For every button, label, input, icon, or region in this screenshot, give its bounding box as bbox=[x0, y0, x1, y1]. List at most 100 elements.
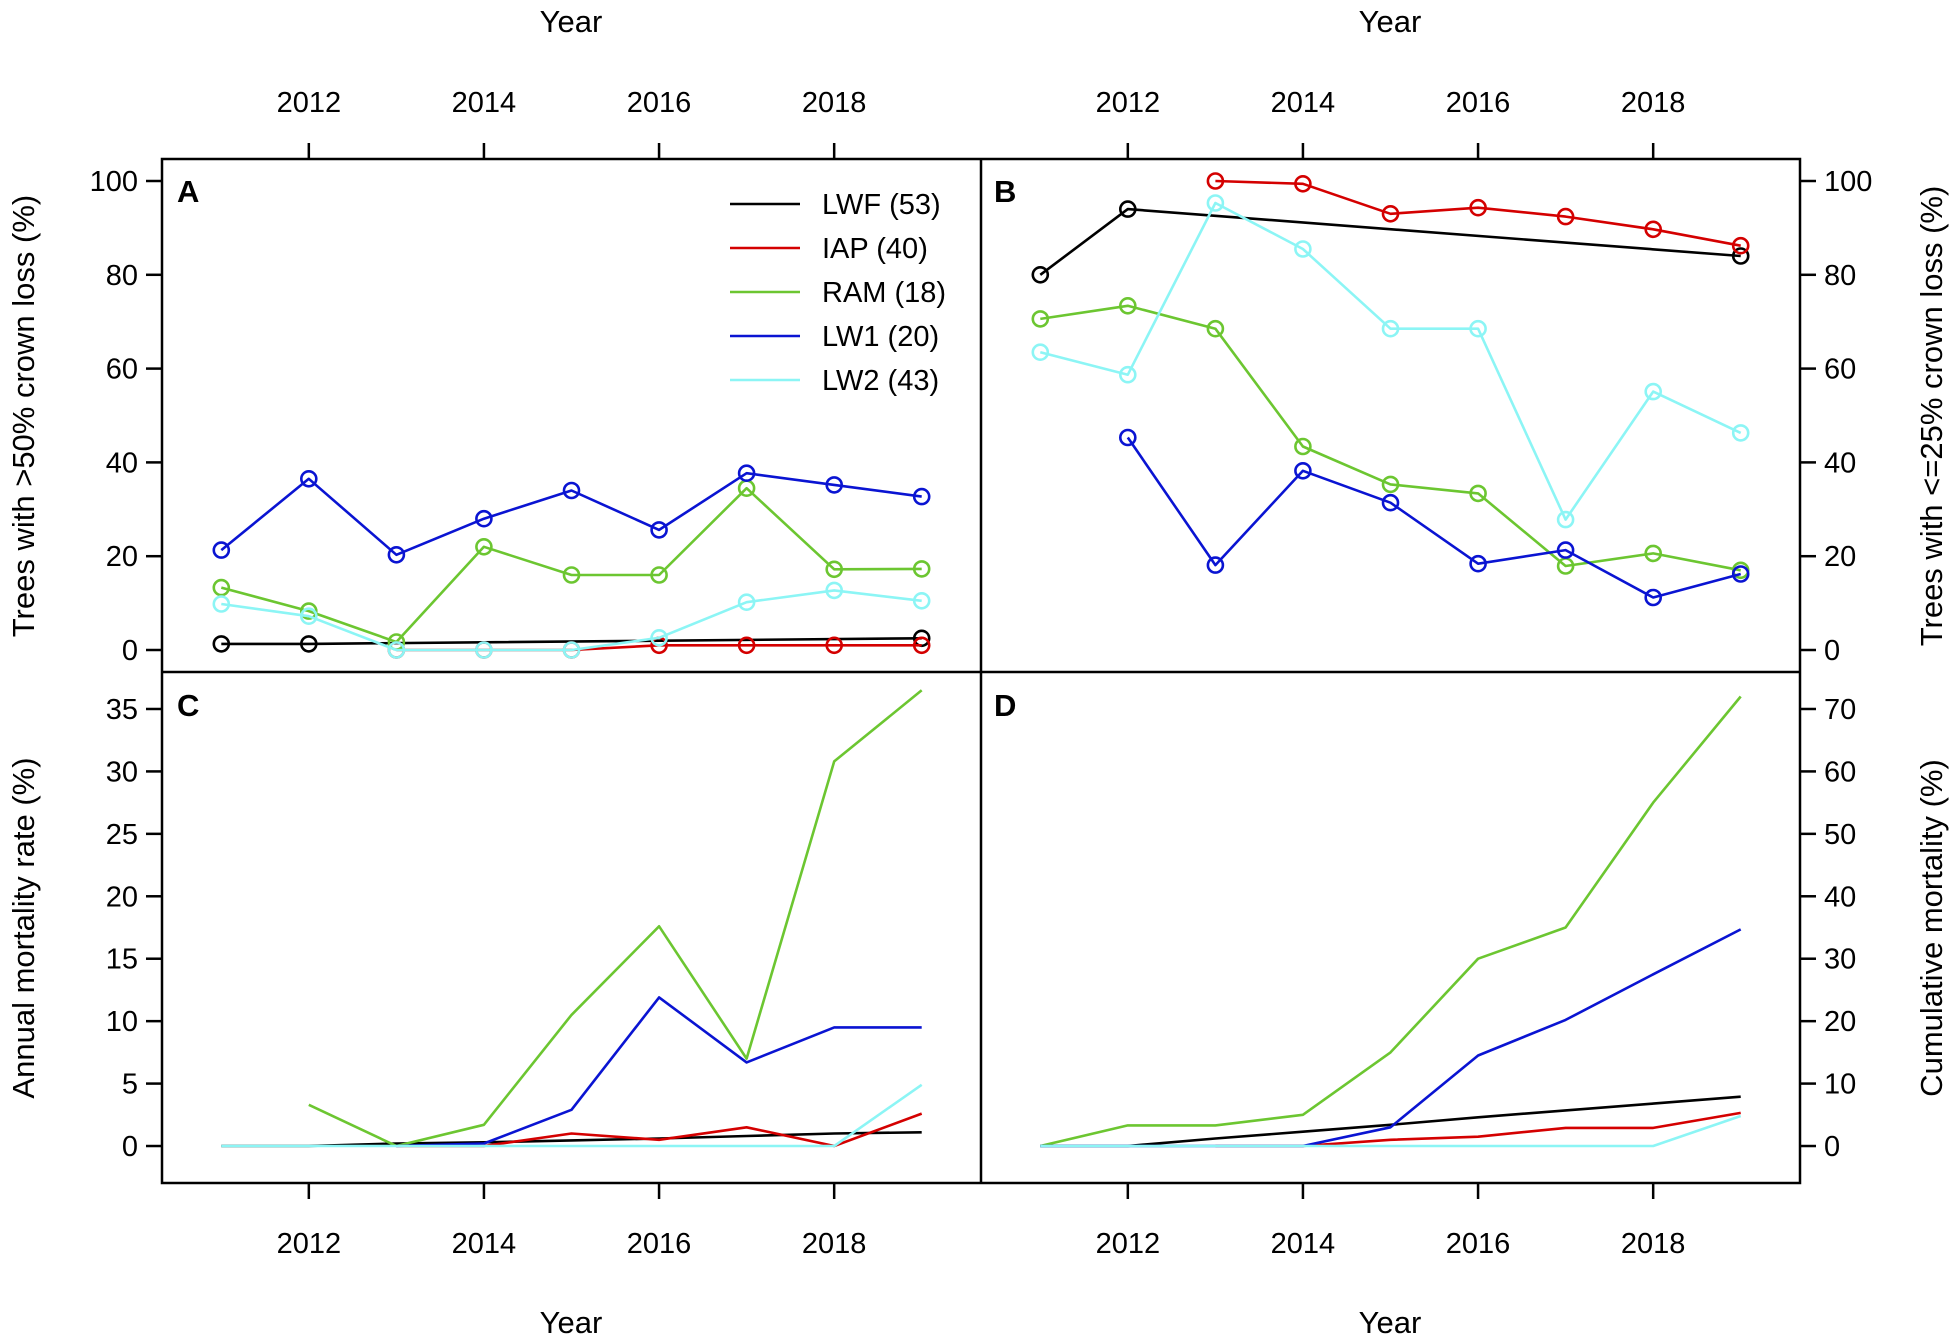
panel-d-y-tick-label: 70 bbox=[1824, 694, 1856, 726]
panel-b-series-lwf-line bbox=[1039, 207, 1741, 276]
panel-a-x-tick-label: 2012 bbox=[277, 87, 342, 119]
panel-a-series-lw1-point bbox=[737, 464, 756, 483]
panel-d-y-title: Cumulative mortality (%) bbox=[1914, 759, 1949, 1097]
panel-a-series-lw2-point bbox=[912, 591, 931, 610]
panel-b-series-ram-point bbox=[1469, 484, 1487, 503]
panel-d-y-tick-label: 40 bbox=[1824, 881, 1856, 913]
panel-d-x-tick-label: 2012 bbox=[1096, 1228, 1161, 1260]
panel-b-series-iap-point bbox=[1731, 236, 1750, 255]
legend-label-lw1: LW1 (20) bbox=[822, 321, 939, 353]
panel-a-series-ram-point bbox=[212, 578, 231, 597]
panel-b-series-lw2-point bbox=[1119, 365, 1137, 384]
panel-a-series-lw2-point bbox=[299, 607, 318, 626]
series-layer bbox=[212, 172, 1750, 1148]
panel-b-series-lwf-point bbox=[1731, 247, 1750, 265]
panel-b-series-iap-point bbox=[1381, 205, 1400, 223]
panel-c-y-title: Annual mortality rate (%) bbox=[6, 757, 41, 1098]
panel-b-series-lw2-point bbox=[1381, 319, 1400, 338]
panel-c-y-tick-label: 25 bbox=[106, 819, 138, 851]
panel-letter-c: C bbox=[177, 688, 199, 723]
panel-c-x-tick-label: 2018 bbox=[802, 1228, 867, 1260]
panel-d-series-lw1-line bbox=[1040, 928, 1742, 1148]
panel-a-y-tick-label: 60 bbox=[106, 354, 138, 386]
panel-c-series-ram-line bbox=[308, 689, 923, 1148]
panel-b-series-lw1-line bbox=[1126, 436, 1742, 599]
panel-b-series-lw1-point bbox=[1294, 461, 1312, 480]
panel-a-x-tick-label: 2018 bbox=[802, 87, 867, 119]
panel-b-y-tick-label: 20 bbox=[1824, 541, 1856, 573]
panel-b-y-tick-label: 0 bbox=[1824, 635, 1840, 667]
panel-b-series-lw1-point bbox=[1206, 556, 1225, 574]
panel-c-series-lw1-line bbox=[396, 996, 922, 1148]
panel-a-series-iap-point bbox=[737, 636, 756, 655]
panel-a-series-lw2-point bbox=[387, 641, 406, 659]
panel-b-series-ram-point bbox=[1294, 437, 1312, 456]
panel-c-y-tick-label: 30 bbox=[106, 756, 138, 788]
panel-d-series-lwf-line bbox=[1040, 1095, 1741, 1148]
panel-b-series-lw1-point bbox=[1644, 588, 1662, 607]
panel-a-series-ram-point bbox=[650, 566, 668, 584]
panel-a-series-lwf-line bbox=[221, 637, 922, 646]
panel-a-series-lwf-point bbox=[299, 635, 318, 653]
panel-a-series-iap-point bbox=[912, 636, 931, 655]
text-layer: Year Year Year Year A B C D Trees with >… bbox=[6, 4, 1949, 1340]
panel-letter-a: A bbox=[177, 174, 199, 209]
legend: LWF (53) IAP (40) RAM (18) LW1 (20) LW2 … bbox=[730, 189, 946, 397]
panel-b-series-lw1-point bbox=[1381, 493, 1400, 512]
panel-b-series-lw1-point bbox=[1469, 554, 1487, 573]
panel-b-series-lw2-point bbox=[1556, 510, 1575, 529]
panel-b-x-tick-label: 2014 bbox=[1271, 87, 1336, 119]
panel-b-series-ram-line bbox=[1040, 304, 1741, 572]
panel-d-y-tick-label: 50 bbox=[1824, 819, 1856, 851]
panel-b-series-lw2-point bbox=[1031, 343, 1050, 362]
panel-b-y-tick-label: 60 bbox=[1824, 354, 1856, 386]
panel-a-series-ram-point bbox=[912, 560, 931, 578]
panel-a-x-tick-label: 2014 bbox=[452, 87, 517, 119]
panel-d-y-tick-label: 10 bbox=[1824, 1069, 1856, 1101]
panel-b-x-tick-label: 2016 bbox=[1446, 87, 1511, 119]
panel-a-series-iap-point bbox=[825, 636, 844, 655]
panel-b-series-ram-point bbox=[1031, 310, 1050, 328]
panel-b-series-lw2-point bbox=[1644, 382, 1662, 401]
panel-b-series-lw1-point bbox=[1731, 565, 1750, 583]
panel-d-y-tick-label: 0 bbox=[1824, 1131, 1840, 1163]
panel-a-y-tick-label: 80 bbox=[106, 260, 138, 292]
bottom-right-x-title: Year bbox=[1359, 1305, 1422, 1340]
panel-b-series-iap-point bbox=[1556, 207, 1575, 226]
panel-a-series-lw2-line bbox=[221, 589, 922, 652]
panel-b-series-ram-point bbox=[1206, 319, 1225, 338]
panel-b-y-tick-label: 80 bbox=[1824, 260, 1856, 292]
panel-b-y-tick-label: 40 bbox=[1824, 447, 1856, 479]
panel-b-series-lw2-point bbox=[1469, 319, 1487, 338]
panel-a-series-ram-line bbox=[220, 486, 922, 644]
panel-b-series-lw2-line bbox=[1039, 201, 1742, 521]
panel-c-x-tick-label: 2014 bbox=[452, 1228, 517, 1260]
panel-a-series-ram-point bbox=[475, 537, 493, 556]
panel-c-y-tick-label: 15 bbox=[106, 944, 138, 976]
panel-a-y-tick-label: 0 bbox=[122, 635, 138, 667]
panel-a-series-lw1-point bbox=[825, 476, 844, 494]
panel-a-series-ram-point bbox=[825, 560, 844, 579]
panel-c-x-tick-label: 2016 bbox=[627, 1228, 692, 1260]
panel-a-y-tick-label: 20 bbox=[106, 541, 138, 573]
panel-a-series-lw1-point bbox=[387, 545, 406, 564]
panel-b-series-iap-point bbox=[1206, 172, 1225, 190]
panel-b-series-lw1-point bbox=[1119, 428, 1137, 447]
bottom-left-x-title: Year bbox=[540, 1305, 603, 1340]
panel-b-series-ram-point bbox=[1644, 544, 1662, 563]
panel-a-series-lw2-point bbox=[650, 628, 668, 647]
panel-c-y-tick-label: 0 bbox=[122, 1131, 138, 1163]
panel-a-series-lw1-point bbox=[912, 487, 931, 506]
panel-c-y-tick-label: 20 bbox=[106, 881, 138, 913]
panel-d-series-lw2-line bbox=[1040, 1114, 1742, 1148]
panel-a-series-ram-point bbox=[299, 602, 318, 620]
panel-a-series-lw1-point bbox=[650, 521, 668, 539]
panel-b-series-ram-point bbox=[1381, 475, 1400, 494]
panel-letter-d: D bbox=[994, 688, 1016, 723]
panel-d-x-tick-label: 2014 bbox=[1271, 1228, 1336, 1260]
panel-d-y-tick-label: 60 bbox=[1824, 756, 1856, 788]
panel-a-series-lw1-point bbox=[299, 469, 318, 488]
panel-a-series-lw2-point bbox=[212, 595, 231, 613]
panel-c-series-lw2-line bbox=[221, 1083, 923, 1148]
